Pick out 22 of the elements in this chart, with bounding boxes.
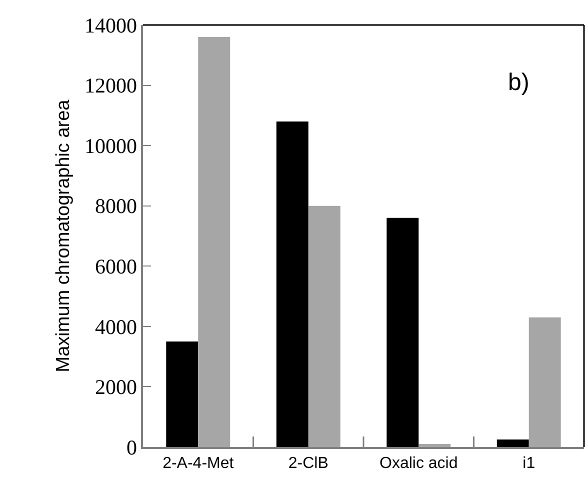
bar <box>386 218 419 447</box>
y-tick-label: 2000 <box>95 375 138 400</box>
x-tick-label: i1 <box>522 454 536 472</box>
x-tick-label: 2-ClB <box>288 454 328 472</box>
x-tick-label: Oxalic acid <box>380 454 458 472</box>
y-tick-label: 12000 <box>84 74 138 98</box>
y-tick-label: 14000 <box>84 13 138 38</box>
y-tick-label: 4000 <box>95 314 138 339</box>
y-axis-title: Maximum chromatographic area <box>52 99 74 372</box>
x-tick-label: 2-A-4-Met <box>162 454 234 472</box>
y-tick-label: 0 <box>126 435 138 460</box>
y-tick-label: 8000 <box>95 194 138 218</box>
bar <box>496 439 529 447</box>
annotation: b) <box>508 69 530 96</box>
bar <box>528 317 561 447</box>
bar <box>276 121 308 447</box>
bar <box>198 37 230 447</box>
y-tick-label: 6000 <box>95 254 138 278</box>
y-tick-label: 10000 <box>84 134 138 158</box>
bar <box>418 444 451 447</box>
bar <box>166 342 198 447</box>
bar <box>308 206 340 447</box>
